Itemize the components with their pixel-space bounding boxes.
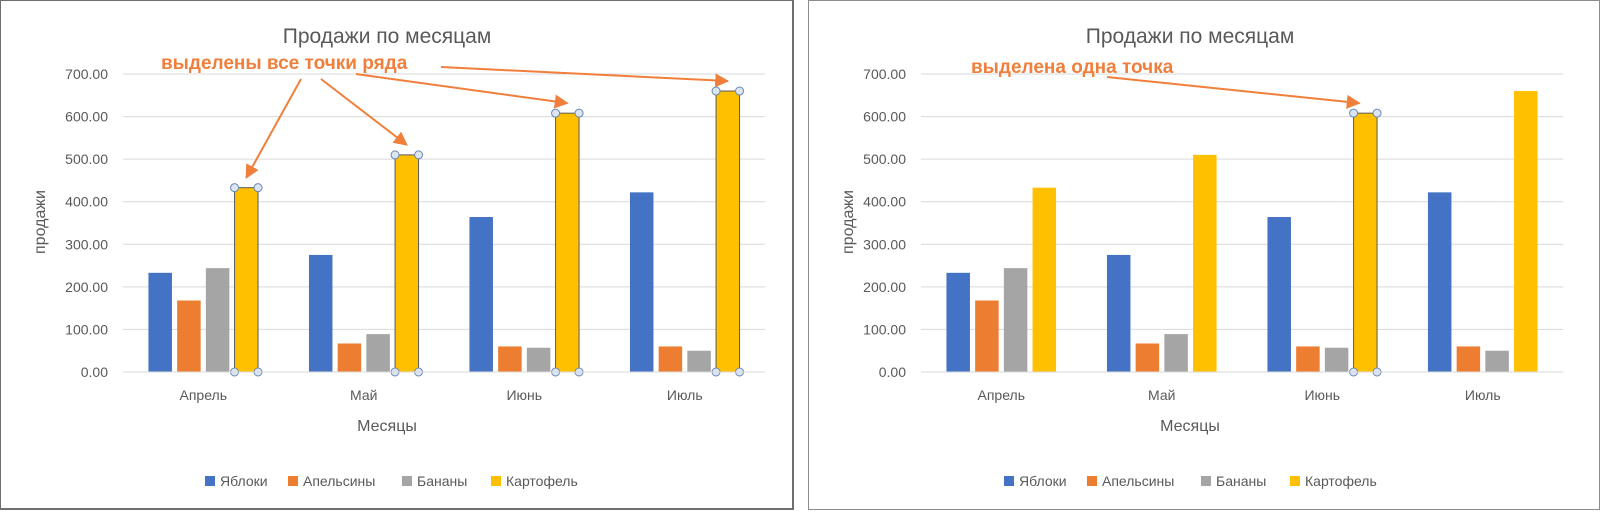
selection-handle[interactable] [390, 150, 400, 160]
annotation-label: выделена одна точка [971, 57, 1174, 78]
chart-panel-right: Продажи по месяцам 0.00 100.00 200.00 300.00… [808, 0, 1600, 510]
chart-title: Продажи по месяцам [1086, 25, 1295, 48]
legend-label: Бананы [417, 473, 467, 489]
bar-Яблоки-Июнь[interactable] [1267, 217, 1291, 372]
x-axis-title: Месяцы [357, 418, 417, 435]
selection-handle[interactable] [230, 183, 240, 193]
chart-title: Продажи по месяцам [283, 25, 492, 48]
bar-Картофель-Июль[interactable] [715, 90, 741, 373]
y-axis-title: продажи [32, 190, 49, 254]
bar-Апельсины-Июнь[interactable] [498, 346, 522, 372]
legend-swatch [491, 476, 501, 486]
x-tick-label: Апрель [180, 387, 228, 403]
legend-label: Бананы [1216, 473, 1266, 489]
bar-Апельсины-Июль[interactable] [658, 346, 683, 372]
selection-handle[interactable] [735, 86, 745, 96]
chart-right-svg: Продажи по месяцам 0.00 100.00 200.00 300.00… [840, 25, 1563, 489]
bar-Яблоки-Апрель[interactable] [946, 272, 970, 372]
legend-swatch [402, 476, 412, 486]
bar-Яблоки-Июль[interactable] [1427, 192, 1452, 372]
annotation-arrow [355, 73, 569, 109]
annotation-arrow [245, 78, 302, 179]
selection-handle[interactable] [1372, 108, 1382, 118]
bar-Картофель-Июнь[interactable] [555, 112, 580, 373]
bar-Бананы-Июль[interactable] [687, 350, 711, 372]
bar-Яблоки-Май[interactable] [1106, 254, 1131, 372]
legend-label: Апельсины [1102, 473, 1174, 489]
bar-Бананы-Май[interactable] [366, 334, 390, 372]
x-tick-label: Июнь [1304, 387, 1340, 403]
bar-Апельсины-Июль[interactable] [1456, 346, 1481, 372]
y-axis-title: продажи [840, 190, 857, 254]
y-tick-label: 300.00 [863, 236, 906, 252]
x-tick-label: Май [1148, 387, 1175, 403]
y-tick-label: 200.00 [65, 279, 108, 295]
legend-swatch [1087, 476, 1097, 486]
x-tick-label: Июль [1465, 387, 1501, 403]
bar-Апельсины-Июнь[interactable] [1296, 346, 1320, 372]
bar-Яблоки-Апрель[interactable] [148, 272, 172, 372]
bar-Картофель-Май[interactable] [394, 154, 420, 373]
legend-swatch [288, 476, 298, 486]
legend-swatch [1201, 476, 1211, 486]
selection-handle[interactable] [551, 108, 561, 118]
y-tick-label: 100.00 [863, 321, 906, 337]
legend-swatch [1290, 476, 1300, 486]
bar-Бананы-Апрель[interactable] [1003, 268, 1028, 372]
bar-Бананы-Май[interactable] [1164, 334, 1188, 372]
legend-label: Апельсины [303, 473, 375, 489]
y-tick-label: 300.00 [65, 236, 108, 252]
selection-handle[interactable] [574, 108, 584, 118]
selection-handle[interactable] [1349, 108, 1359, 118]
annotation-arrow [1106, 76, 1361, 109]
y-tick-label: 200.00 [863, 279, 906, 295]
x-tick-label: Июль [667, 387, 703, 403]
annotation-label: выделены все точки ряда [161, 53, 408, 74]
bar-Апельсины-Май[interactable] [1135, 343, 1160, 372]
bar-Картофель-Апрель[interactable] [234, 187, 259, 373]
chart-panel-left: Продажи по месяцам 0.00 100.00 200.00 300.00… [0, 0, 794, 510]
y-tick-label: 700.00 [863, 66, 906, 82]
bar-Картофель-Май[interactable] [1193, 154, 1217, 372]
bar-Картофель-Апрель[interactable] [1032, 187, 1057, 372]
y-tick-label: 100.00 [65, 321, 108, 337]
bar-Картофель-Июнь[interactable] [1353, 112, 1378, 373]
chart-left-svg: Продажи по месяцам 0.00 100.00 200.00 300.00… [32, 25, 765, 489]
selection-handle[interactable] [414, 150, 424, 160]
x-axis-title: Месяцы [1160, 418, 1220, 435]
y-tick-label: 700.00 [65, 66, 108, 82]
legend-swatch [205, 476, 215, 486]
bar-Бананы-Июль[interactable] [1485, 350, 1509, 372]
legend-label: Картофель [1305, 473, 1377, 489]
x-tick-label: Май [350, 387, 377, 403]
y-tick-label: 500.00 [65, 151, 108, 167]
y-tick-label: 600.00 [863, 109, 906, 125]
x-tick-label: Июнь [506, 387, 542, 403]
bar-Яблоки-Июль[interactable] [629, 192, 654, 372]
legend-label: Яблоки [220, 473, 268, 489]
legend-swatch [1004, 476, 1014, 486]
bar-Апельсины-Апрель[interactable] [975, 300, 999, 372]
y-tick-label: 400.00 [65, 194, 108, 210]
bar-Бананы-Апрель[interactable] [205, 268, 230, 372]
annotation-arrow [440, 66, 730, 88]
bar-Яблоки-Май[interactable] [308, 254, 333, 372]
annotation-arrow [320, 78, 408, 146]
selection-handle[interactable] [711, 86, 721, 96]
legend-label: Картофель [506, 473, 578, 489]
bar-Картофель-Июль[interactable] [1514, 91, 1538, 373]
selection-handle[interactable] [253, 183, 263, 193]
y-tick-label: 500.00 [863, 151, 906, 167]
bar-Яблоки-Июнь[interactable] [469, 217, 493, 372]
x-tick-label: Апрель [978, 387, 1026, 403]
y-tick-label: 0.00 [81, 364, 108, 380]
legend-label: Яблоки [1019, 473, 1067, 489]
bar-Бананы-Июнь[interactable] [526, 347, 551, 372]
bar-Бананы-Июнь[interactable] [1324, 347, 1349, 372]
y-tick-label: 400.00 [863, 194, 906, 210]
y-tick-label: 0.00 [879, 364, 906, 380]
bar-Апельсины-Май[interactable] [337, 343, 362, 372]
y-tick-label: 600.00 [65, 109, 108, 125]
bar-Апельсины-Апрель[interactable] [177, 300, 201, 372]
